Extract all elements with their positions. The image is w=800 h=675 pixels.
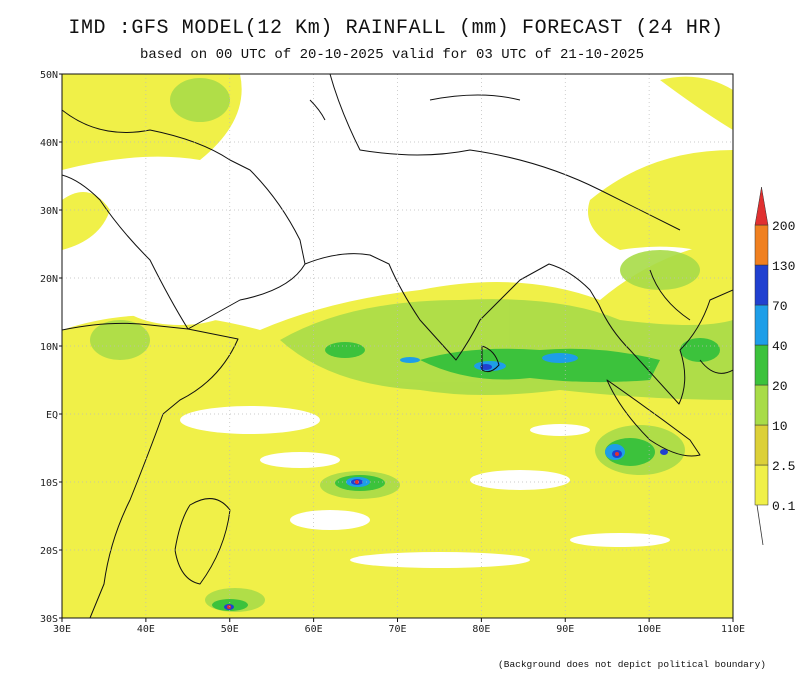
colorbar: 0.1 2.5 10 20 40 70 130 200: [754, 186, 796, 546]
colorbar-segment: [754, 384, 769, 426]
colorbar-arrow: [754, 186, 769, 226]
y-tick-label: 10S: [40, 478, 58, 489]
x-tick-label: 90E: [556, 624, 574, 635]
y-tick-label: 30S: [40, 614, 58, 625]
y-tick-label: 30N: [40, 206, 58, 217]
colorbar-label: 20: [772, 379, 788, 394]
colorbar-segment: [754, 304, 769, 346]
colorbar-label: 40: [772, 339, 788, 354]
title: IMD :GFS MODEL(12 Km) RAINFALL (mm) FORE…: [68, 17, 723, 40]
y-tick-label: 40N: [40, 138, 58, 149]
colorbar-label: 0.1: [772, 499, 796, 514]
colorbar-label: 10: [772, 419, 788, 434]
colorbar-segment: [754, 264, 769, 306]
x-tick-label: 50E: [221, 624, 239, 635]
footnote: (Background does not depict political bo…: [498, 659, 766, 670]
axis-ticks: 30E 40E 50E 60E 70E 80E 90E 100E 110E 50N 40N 30N 20…: [40, 70, 745, 635]
x-tick-label: 80E: [472, 624, 490, 635]
coastlines: [62, 74, 733, 618]
y-tick-label: 50N: [40, 70, 58, 81]
rain-gaps: [120, 275, 670, 568]
colorbar-label: 2.5: [772, 459, 795, 474]
x-tick-label: 70E: [388, 624, 406, 635]
x-tick-label: 40E: [137, 624, 155, 635]
colorbar-segment: [754, 344, 769, 386]
x-tick-label: 60E: [305, 624, 323, 635]
map-area: [62, 74, 733, 618]
y-tick-label: 20S: [40, 546, 58, 557]
y-tick-label: 20N: [40, 274, 58, 285]
x-tick-label: 100E: [637, 624, 661, 635]
x-tick-label: 30E: [53, 624, 71, 635]
colorbar-segment: [754, 224, 769, 266]
colorbar-label: 200: [772, 219, 795, 234]
x-tick-label: 110E: [721, 624, 745, 635]
grid: [62, 74, 733, 618]
colorbar-segment: [754, 424, 769, 466]
colorbar-label: 130: [772, 259, 795, 274]
y-tick-label: EQ: [46, 410, 58, 421]
colorbar-label: 70: [772, 299, 788, 314]
colorbar-segment: [754, 464, 769, 506]
subtitle: based on 00 UTC of 20-10-2025 valid for …: [140, 47, 644, 63]
y-tick-label: 10N: [40, 342, 58, 353]
colorbar-tail: [756, 504, 764, 546]
rain-peak: [227, 452, 619, 609]
